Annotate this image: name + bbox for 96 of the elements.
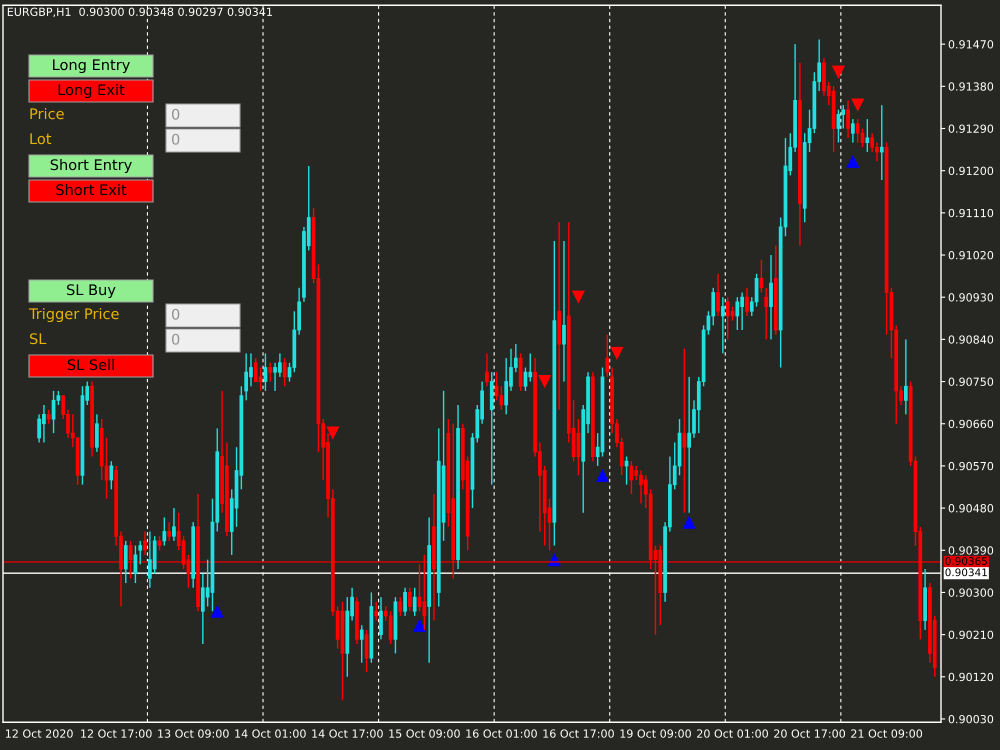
y-tick-label: 0.90120: [948, 672, 994, 682]
candlestick: [128, 540, 132, 580]
chart-title: EURGBP,H1 0.90300 0.90348 0.90297 0.90341: [8, 8, 272, 18]
x-tick-label: 16 Oct 01:00: [466, 729, 537, 738]
y-tick-label: 0.90660: [948, 420, 994, 428]
candlestick: [398, 596, 402, 617]
candlestick: [904, 338, 908, 416]
annotation: Lot: [30, 133, 52, 144]
y-tick-label: 0.90750: [948, 378, 994, 386]
candlestick: [158, 536, 162, 551]
candlestick: [760, 259, 764, 294]
point: [326, 426, 340, 440]
y-tick-label: 0.91470: [948, 40, 994, 49]
candlestick: [412, 587, 417, 617]
candlestick: [360, 624, 364, 664]
annotation: SL: [30, 333, 46, 344]
x-tick-label: 20 Oct 01:00: [697, 729, 768, 738]
candlestick: [721, 296, 725, 354]
annotation: Price: [30, 108, 64, 120]
annotation: 0: [172, 134, 180, 145]
x-tick-label: 19 Oct 09:00: [620, 729, 691, 738]
y-tick-label: 0.90030: [948, 714, 994, 724]
candlestick: [846, 100, 850, 139]
annotation: SL Sell: [68, 358, 114, 370]
y-tick-label: 0.91200: [948, 166, 994, 176]
point: [610, 346, 624, 360]
y-tick-label: 0.90390: [948, 546, 994, 555]
annotation: SL Buy: [67, 284, 116, 298]
y-tick-label: 0.91290: [948, 124, 994, 133]
candlestick: [162, 516, 166, 546]
candlestick: [138, 540, 142, 566]
y-tick-label: 0.90480: [948, 504, 994, 512]
candlestick: [764, 287, 768, 340]
y-tick-label: 0.90930: [948, 293, 994, 302]
annotation: Long Entry: [53, 59, 130, 74]
point: [596, 468, 610, 482]
point: [572, 290, 586, 304]
candlestick: [485, 352, 489, 387]
candlestick: [143, 530, 147, 556]
candlestick: [745, 287, 749, 317]
candlestick: [134, 544, 138, 584]
y-tick-label: 0.90210: [948, 630, 994, 639]
point: [832, 66, 846, 79]
point: [682, 516, 696, 529]
x-tick-label: 14 Oct 01:00: [235, 729, 306, 738]
x-tick-label: 16 Oct 17:00: [543, 729, 614, 738]
annotation: Short Exit: [56, 184, 126, 196]
candlestick: [374, 601, 378, 622]
ref-line-label: 0.90365: [945, 557, 987, 565]
annotation: Trigger Price: [28, 308, 119, 322]
annotation: Long Exit: [58, 84, 124, 98]
x-tick-label: 14 Oct 17:00: [312, 729, 383, 738]
candlestick: [109, 460, 114, 490]
y-tick-label: 0.90840: [948, 335, 994, 344]
candlestick: [769, 254, 773, 340]
candlestick: [408, 587, 412, 612]
candlestick: [364, 629, 368, 673]
annotation: Short Entry: [50, 158, 132, 174]
x-tick-label: 20 Oct 17:00: [774, 729, 846, 738]
candlestick: [46, 408, 51, 424]
candlestick: [880, 104, 884, 181]
y-tick-label: 0.91020: [948, 251, 994, 260]
candlestick: [264, 352, 268, 392]
candlestick: [851, 118, 855, 144]
point: [210, 604, 224, 618]
candlestick: [865, 118, 870, 153]
candlestick: [95, 414, 99, 453]
candlestick: [167, 521, 171, 542]
candlestick: [268, 362, 272, 382]
candlestick: [624, 456, 628, 486]
candlestick: [282, 357, 287, 387]
annotation: 0: [172, 334, 180, 345]
candlestick: [682, 348, 686, 514]
candlestick: [716, 273, 720, 317]
point: [851, 98, 864, 112]
candlestick: [172, 507, 176, 542]
y-tick-label: 0.90300: [948, 588, 994, 597]
annotation: 0: [172, 108, 180, 120]
x-tick-label: 13 Oct 09:00: [158, 729, 229, 738]
x-tick-label: 21 Oct 09:00: [851, 729, 922, 738]
y-tick-label: 0.91380: [948, 82, 994, 91]
point: [412, 618, 426, 632]
x-tick-label: 12 Oct 2020: [6, 729, 73, 738]
y-tick-label: 0.91110: [948, 208, 994, 218]
candlestick: [403, 587, 407, 617]
ref-line-label: 0.90341: [945, 568, 987, 576]
x-tick-label: 12 Oct 17:00: [81, 729, 152, 738]
candlestick: [379, 596, 383, 640]
x-tick-label: 15 Oct 09:00: [389, 729, 460, 738]
point: [538, 374, 552, 388]
y-tick-label: 0.90570: [948, 462, 994, 470]
point: [846, 154, 860, 168]
candlestick: [605, 334, 610, 378]
annotation: 0: [172, 308, 180, 320]
candlestick: [124, 540, 128, 584]
candlestick: [562, 240, 566, 382]
